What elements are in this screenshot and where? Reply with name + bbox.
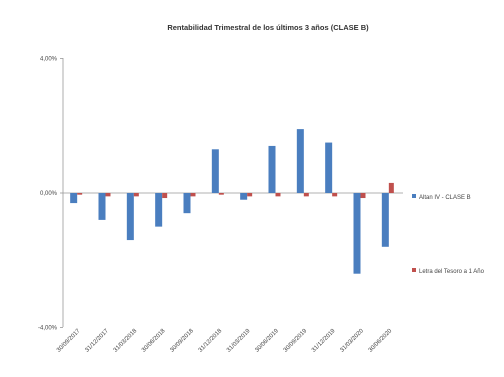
legend-swatch-altan-iv bbox=[412, 194, 416, 198]
chart-axes bbox=[60, 58, 403, 328]
bar-altan-iv bbox=[183, 193, 191, 214]
x-tick-label: 30/06/2018 bbox=[141, 328, 167, 354]
bar-altan-iv bbox=[240, 193, 248, 200]
bar-letra-tesoro bbox=[275, 193, 281, 197]
legend-label-letra-tesoro: Letra del Tesoro a 1 Año bbox=[419, 269, 485, 275]
x-tick-label: 30/09/2019 bbox=[283, 328, 309, 354]
chart-title: Rentabilidad Trimestral de los últimos 3… bbox=[167, 23, 369, 32]
chart-legend: Altan IV - CLASE B Letra del Tesoro a 1 A… bbox=[412, 194, 485, 275]
bar-letra-tesoro bbox=[303, 193, 309, 197]
bar-letra-tesoro bbox=[133, 193, 139, 197]
y-tick-label: 0,00% bbox=[40, 191, 58, 197]
bar-altan-iv bbox=[325, 142, 333, 193]
y-tick-label: -4,00% bbox=[38, 326, 58, 332]
bar-altan-iv bbox=[268, 145, 276, 193]
bar-altan-iv bbox=[353, 193, 361, 274]
x-tick-label: 31/03/2020 bbox=[339, 328, 365, 354]
bar-altan-iv bbox=[98, 193, 106, 220]
bar-altan-iv bbox=[155, 193, 163, 227]
bar-letra-tesoro bbox=[77, 193, 83, 195]
bar-altan-iv bbox=[381, 193, 389, 247]
bar-altan-iv bbox=[211, 149, 219, 193]
x-tick-label: 31/03/2019 bbox=[226, 328, 252, 354]
bar-letra-tesoro bbox=[218, 193, 224, 195]
y-tick-label: 4,00% bbox=[40, 57, 58, 63]
x-tick-labels: 30/09/2017 31/12/2017 31/03/2018 30/06/2018… bbox=[56, 328, 394, 354]
x-tick-label: 30/09/2018 bbox=[169, 328, 195, 354]
x-tick-label: 30/06/2019 bbox=[254, 328, 280, 354]
bar-letra-tesoro bbox=[162, 193, 168, 199]
legend-label-altan-iv: Altan IV - CLASE B bbox=[419, 195, 471, 201]
bar-letra-tesoro bbox=[332, 193, 338, 197]
x-tick-label: 30/09/2017 bbox=[56, 328, 82, 354]
bar-altan-iv bbox=[70, 193, 78, 204]
chart-bars bbox=[70, 129, 394, 274]
x-tick-label: 30/06/2020 bbox=[368, 328, 394, 354]
x-tick-label: 31/03/2018 bbox=[113, 328, 139, 354]
x-tick-label: 31/12/2017 bbox=[84, 328, 110, 354]
bar-letra-tesoro bbox=[105, 193, 111, 197]
bar-letra-tesoro bbox=[388, 182, 394, 193]
bar-altan-iv bbox=[126, 193, 134, 241]
legend-swatch-letra-tesoro bbox=[412, 268, 416, 272]
bar-letra-tesoro bbox=[360, 193, 366, 199]
y-tick-labels: -4,00% 0,00% 4,00% bbox=[38, 57, 58, 332]
x-tick-label: 31/12/2018 bbox=[198, 328, 224, 354]
bar-letra-tesoro bbox=[190, 193, 196, 197]
bar-letra-tesoro bbox=[247, 193, 253, 197]
bar-altan-iv bbox=[296, 129, 304, 193]
x-tick-label: 31/12/2019 bbox=[311, 328, 337, 354]
